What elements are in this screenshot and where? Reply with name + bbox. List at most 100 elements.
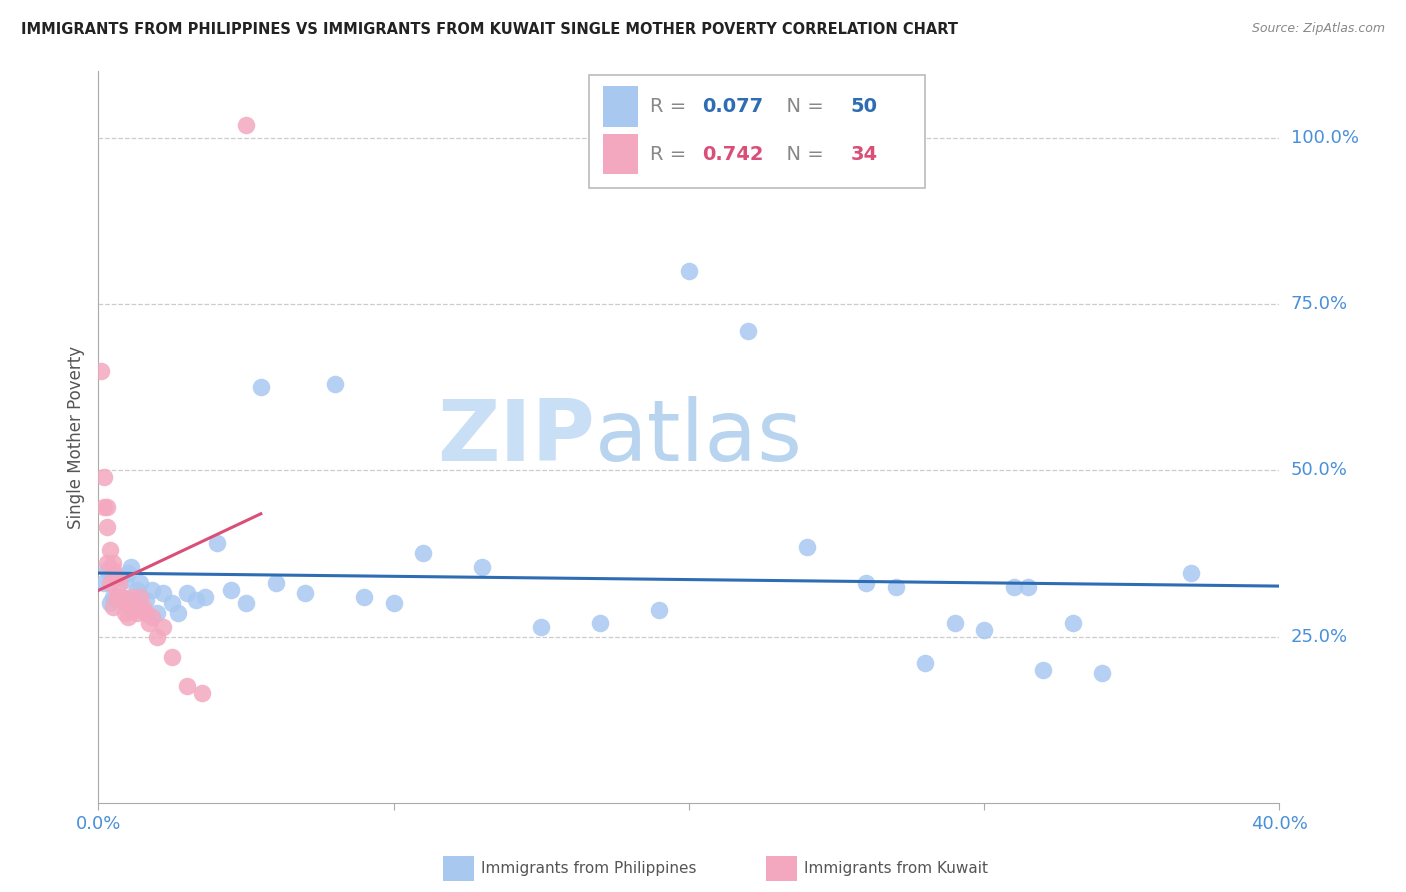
Text: R =: R = [650,145,693,163]
Text: 0.077: 0.077 [702,97,763,116]
Point [152,586,174,600]
Point [111,590,134,604]
Text: R =: R = [650,97,693,116]
Point [914,656,936,670]
Point [943,616,966,631]
Point [184,593,207,607]
Point [125,607,148,621]
Point [353,590,375,604]
Point [103,590,125,604]
Point [105,570,128,584]
Point [114,607,136,621]
Point [648,603,671,617]
Text: 0.742: 0.742 [702,145,763,163]
Point [737,324,759,338]
Point [103,599,125,614]
Point [98,576,121,591]
Text: N =: N = [773,145,830,163]
Point [117,566,139,581]
Point [146,630,169,644]
Point [111,593,134,607]
Point [235,118,257,132]
Point [167,607,190,621]
Point [1002,580,1025,594]
Point [176,680,198,694]
Point [1017,580,1039,594]
Point [412,546,434,560]
Point [122,603,145,617]
Text: 50.0%: 50.0% [1291,461,1347,479]
Point [323,376,346,391]
Point [589,616,612,631]
Text: 75.0%: 75.0% [1291,295,1348,313]
Point [98,543,121,558]
Text: Immigrants from Philippines: Immigrants from Philippines [481,862,696,876]
Point [138,616,160,631]
Point [135,607,157,621]
Point [530,619,553,633]
Point [973,623,995,637]
Point [132,599,155,614]
Point [103,557,125,571]
Point [1062,616,1084,631]
Point [205,536,228,550]
Point [146,607,169,621]
Point [1091,666,1114,681]
Point [117,609,139,624]
Point [884,580,907,594]
Point [111,590,134,604]
Point [219,582,242,597]
Point [96,520,118,534]
Point [141,582,163,597]
Point [141,609,163,624]
Point [96,563,118,577]
FancyBboxPatch shape [589,75,925,188]
Point [108,590,131,604]
Point [855,576,877,591]
Point [98,596,121,610]
Text: 50: 50 [851,97,877,116]
Point [96,557,118,571]
Bar [603,87,638,127]
Point [152,619,174,633]
Point [93,500,115,514]
Point [235,596,257,610]
Point [120,559,142,574]
Point [122,599,145,614]
Point [678,264,700,278]
Point [796,540,818,554]
Point [105,590,128,604]
Point [96,500,118,514]
Point [108,576,131,591]
Point [128,576,150,591]
Text: N =: N = [773,97,830,116]
Point [382,596,405,610]
Text: 100.0%: 100.0% [1291,128,1358,147]
Point [162,649,183,664]
Text: Immigrants from Kuwait: Immigrants from Kuwait [804,862,988,876]
Y-axis label: Single Mother Poverty: Single Mother Poverty [66,345,84,529]
Point [176,586,198,600]
Point [191,686,214,700]
Point [250,380,273,394]
Point [162,596,183,610]
Text: atlas: atlas [595,395,803,479]
Point [1032,663,1054,677]
Point [264,576,287,591]
Point [114,596,136,610]
Point [93,576,115,591]
Point [114,573,136,587]
Point [103,563,125,577]
Text: ZIP: ZIP [437,395,595,479]
Point [90,363,112,377]
Point [93,470,115,484]
Point [128,590,150,604]
Point [120,590,142,604]
Text: 34: 34 [851,145,877,163]
Point [105,570,128,584]
Text: IMMIGRANTS FROM PHILIPPINES VS IMMIGRANTS FROM KUWAIT SINGLE MOTHER POVERTY CORR: IMMIGRANTS FROM PHILIPPINES VS IMMIGRANT… [21,22,957,37]
Point [108,590,131,604]
Point [135,593,157,607]
Bar [603,134,638,174]
Point [125,582,148,597]
